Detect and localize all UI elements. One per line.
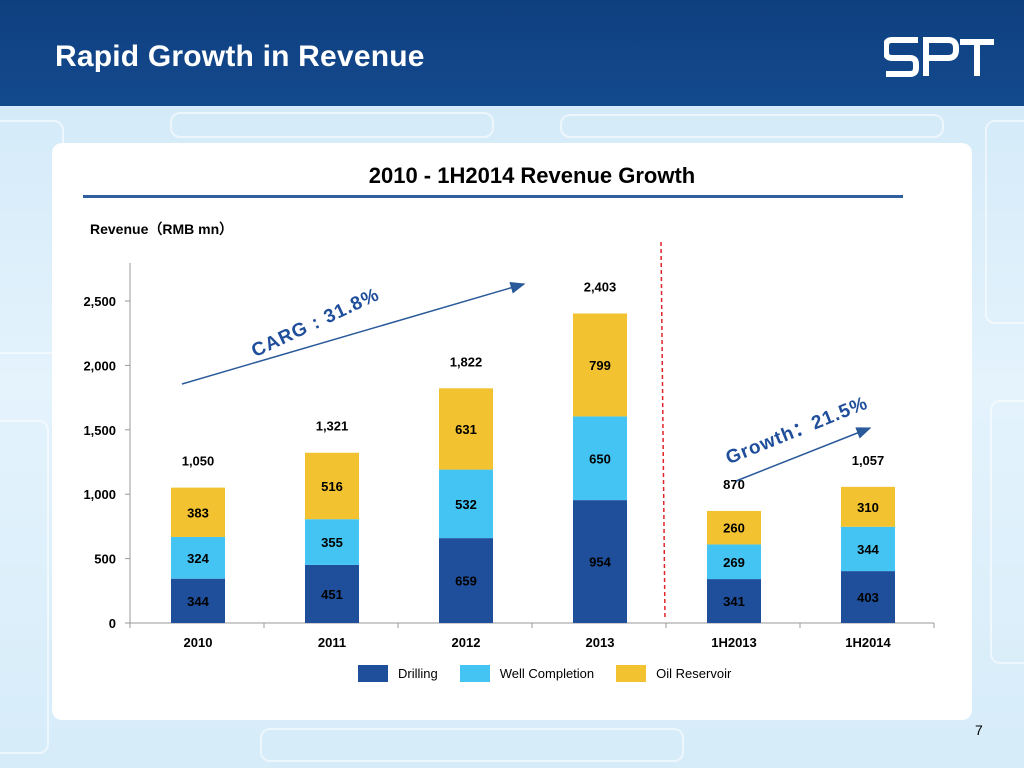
bar-segment: [171, 578, 225, 623]
bar-segment: [841, 486, 895, 527]
y-tick-label: 500: [94, 552, 116, 567]
bar-segment: [171, 487, 225, 537]
total-label: 1,050: [182, 454, 215, 469]
background-decoration: [990, 400, 1024, 664]
legend-swatch-oil-reservoir: [616, 664, 647, 682]
legend-item-oil-reservoir: Oil Reservoir: [616, 664, 732, 682]
bar-segment: [439, 388, 493, 470]
slide-header: Rapid Growth in Revenue: [0, 0, 1024, 106]
y-tick-label: 2,000: [83, 358, 116, 373]
data-label: 341: [723, 594, 745, 609]
bar-segment: [841, 571, 895, 623]
bar-segment: [707, 579, 761, 623]
total-label: 870: [723, 477, 745, 492]
data-label: 344: [857, 542, 879, 557]
data-label: 355: [321, 535, 343, 550]
y-tick-label: 1,000: [83, 487, 116, 502]
chart-panel: [52, 143, 972, 720]
legend-swatch-drilling: [358, 664, 388, 682]
bar-segment: [439, 469, 493, 539]
legend-label-well-completion: Well Completion: [499, 665, 595, 681]
background-decoration: [560, 114, 944, 138]
y-tick-label: 1,500: [83, 423, 116, 438]
legend-item-well-completion: Well Completion: [459, 664, 595, 682]
data-label: 516: [321, 479, 343, 494]
cagr-annotation: CARG : 31.8%: [248, 284, 383, 362]
bar-segment: [305, 564, 359, 623]
bar-segment: [305, 519, 359, 565]
bar-segment: [171, 536, 225, 579]
background-decoration: [170, 112, 494, 138]
bar-segment: [573, 500, 627, 623]
title-underline: [83, 195, 903, 198]
y-tick-label: 0: [109, 616, 116, 631]
background-decoration: [985, 120, 1024, 324]
total-label: 1,822: [450, 354, 483, 369]
bar-segment: [305, 452, 359, 520]
x-tick-label: 2013: [586, 635, 615, 650]
growth-arrow: [735, 427, 872, 482]
data-label: 659: [455, 574, 477, 589]
bar-segment: [439, 538, 493, 623]
x-tick-label: 1H2013: [711, 635, 757, 650]
x-tick-label: 2011: [318, 635, 346, 650]
data-label: 310: [857, 500, 879, 515]
data-label: 954: [589, 555, 611, 570]
background-decoration: [260, 728, 684, 762]
spt-logo: [884, 37, 994, 77]
x-tick-label: 2010: [184, 635, 213, 650]
legend-swatch-well-completion: [459, 664, 490, 682]
chart-title: 2010 - 1H2014 Revenue Growth: [368, 163, 696, 188]
legend-label-drilling: Drilling: [398, 665, 438, 681]
x-tick-label: 1H2014: [845, 635, 891, 650]
legend-label-oil-reservoir: Oil Reservoir: [656, 665, 732, 681]
data-label: 650: [589, 451, 611, 466]
cagr-arrow: [181, 282, 526, 385]
data-label: 403: [857, 590, 879, 605]
page-number: 7: [975, 722, 983, 738]
data-label: 451: [321, 587, 343, 602]
y-tick-label: 2,500: [83, 294, 116, 309]
total-label: 2,403: [584, 279, 617, 294]
bar-segment: [707, 544, 761, 580]
data-label: 344: [187, 594, 209, 609]
data-label: 631: [455, 422, 477, 437]
total-label: 1,321: [316, 419, 349, 434]
bar-segment: [841, 526, 895, 572]
data-label: 260: [723, 521, 745, 536]
period-divider-line: [660, 241, 666, 621]
data-label: 383: [187, 505, 209, 520]
total-label: 1,057: [852, 453, 885, 468]
slide-title: Rapid Growth in Revenue: [55, 40, 425, 73]
bar-segment: [573, 313, 627, 417]
bar-segment: [707, 510, 761, 545]
chart-legend: Drilling Well Completion Oil Reservoir: [358, 663, 753, 683]
data-label: 269: [723, 555, 745, 570]
legend-item-drilling: Drilling: [358, 664, 438, 682]
x-tick-label: 2012: [452, 635, 481, 650]
background-decoration: [0, 420, 49, 754]
data-label: 532: [455, 497, 477, 512]
data-label: 799: [589, 358, 611, 373]
y-axis-label: Revenue（RMB mn）: [90, 221, 234, 237]
data-label: 324: [187, 551, 209, 566]
bar-segment: [573, 416, 627, 501]
